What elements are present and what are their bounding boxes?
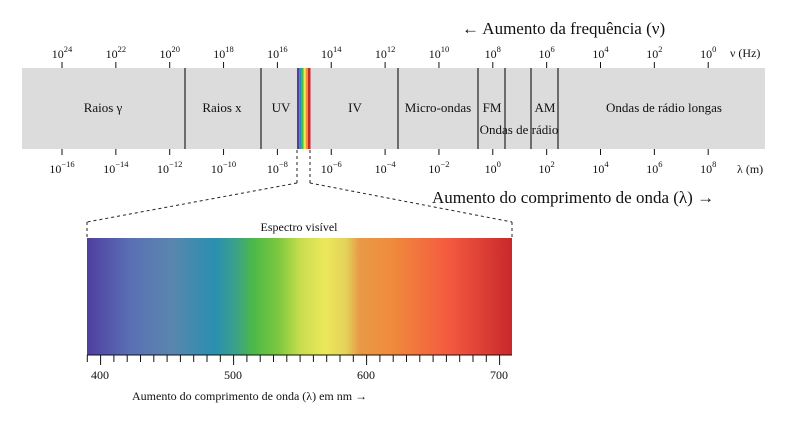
frequency-tick-label: 1010 [429,44,450,61]
band-label-long-radio: Ondas de rádio longas [606,100,722,115]
visible-spectrum-gradient [87,238,512,355]
wavelength-tick-label: 100 [485,159,501,176]
band-label-ir: IV [348,100,362,115]
band-label-fm: FM [483,100,502,115]
wavelength-tick-label: 108 [700,159,716,176]
frequency-tick-label: 104 [592,44,609,61]
visible-spectrum-title: Espectro visível [261,220,339,234]
wavelength-tick-label: 10−12 [157,159,182,176]
wavelength-unit-label: λ (m) [737,162,763,176]
wavelength-tick-label: 10−2 [428,159,449,176]
frequency-tick-label: 1016 [267,44,288,61]
wavelength-tick-label: 10−14 [103,159,129,176]
visible-axis-title: Aumento do comprimento de onda (λ) em nm… [132,389,367,403]
wavelength-axis-title: Aumento do comprimento de onda (λ) → [432,188,714,207]
frequency-tick-group: 1024 1022 1020 1018 1016 1014 1012 1010 108 106 10… [52,44,716,68]
visible-tick-400: 400 [91,368,109,382]
band-dividers [184,68,559,149]
frequency-tick-label: 1014 [321,44,342,61]
wavelength-tick-label: 10−10 [211,159,236,176]
frequency-unit-label: ν (Hz) [730,46,760,60]
band-label-uv: UV [272,100,291,115]
wavelength-tick-label: 102 [539,159,555,176]
band-label-xray: Raios x [202,100,242,115]
band-label-radio-waves: Ondas de rádio [480,122,559,137]
spectrum-band [22,68,765,149]
visible-ruler-ticks [86,355,501,365]
frequency-tick-label: 1022 [106,44,127,61]
wavelength-tick-label: 106 [646,159,662,176]
band-label-microwave: Micro-ondas [405,100,471,115]
frequency-tick-label: 102 [646,44,662,61]
frequency-tick-label: 1024 [52,44,73,61]
frequency-tick-label: 1020 [159,44,180,61]
frequency-tick-label: 106 [539,44,555,61]
visible-strip [297,68,311,149]
wavelength-tick-group: 10−16 10−14 10−12 10−10 10−8 10−6 10−4 10−2 100 1… [49,149,716,176]
wavelength-tick-label: 10−6 [321,159,342,176]
frequency-tick-label: 100 [700,44,716,61]
zoom-guides [86,150,513,238]
wavelength-tick-label: 104 [592,159,609,176]
visible-tick-500: 500 [224,368,242,382]
band-label-gamma: Raios γ [84,100,123,115]
wavelength-tick-label: 10−4 [375,159,397,176]
wavelength-tick-label: 10−16 [49,159,74,176]
frequency-tick-label: 1012 [375,44,396,61]
frequency-tick-label: 108 [485,44,501,61]
visible-tick-700: 700 [490,368,508,382]
band-label-am: AM [535,100,556,115]
frequency-tick-label: 1018 [213,44,234,61]
visible-tick-600: 600 [357,368,375,382]
wavelength-tick-label: 10−8 [267,159,288,176]
frequency-axis-title: ← Aumento da frequência (ν) [462,19,665,38]
